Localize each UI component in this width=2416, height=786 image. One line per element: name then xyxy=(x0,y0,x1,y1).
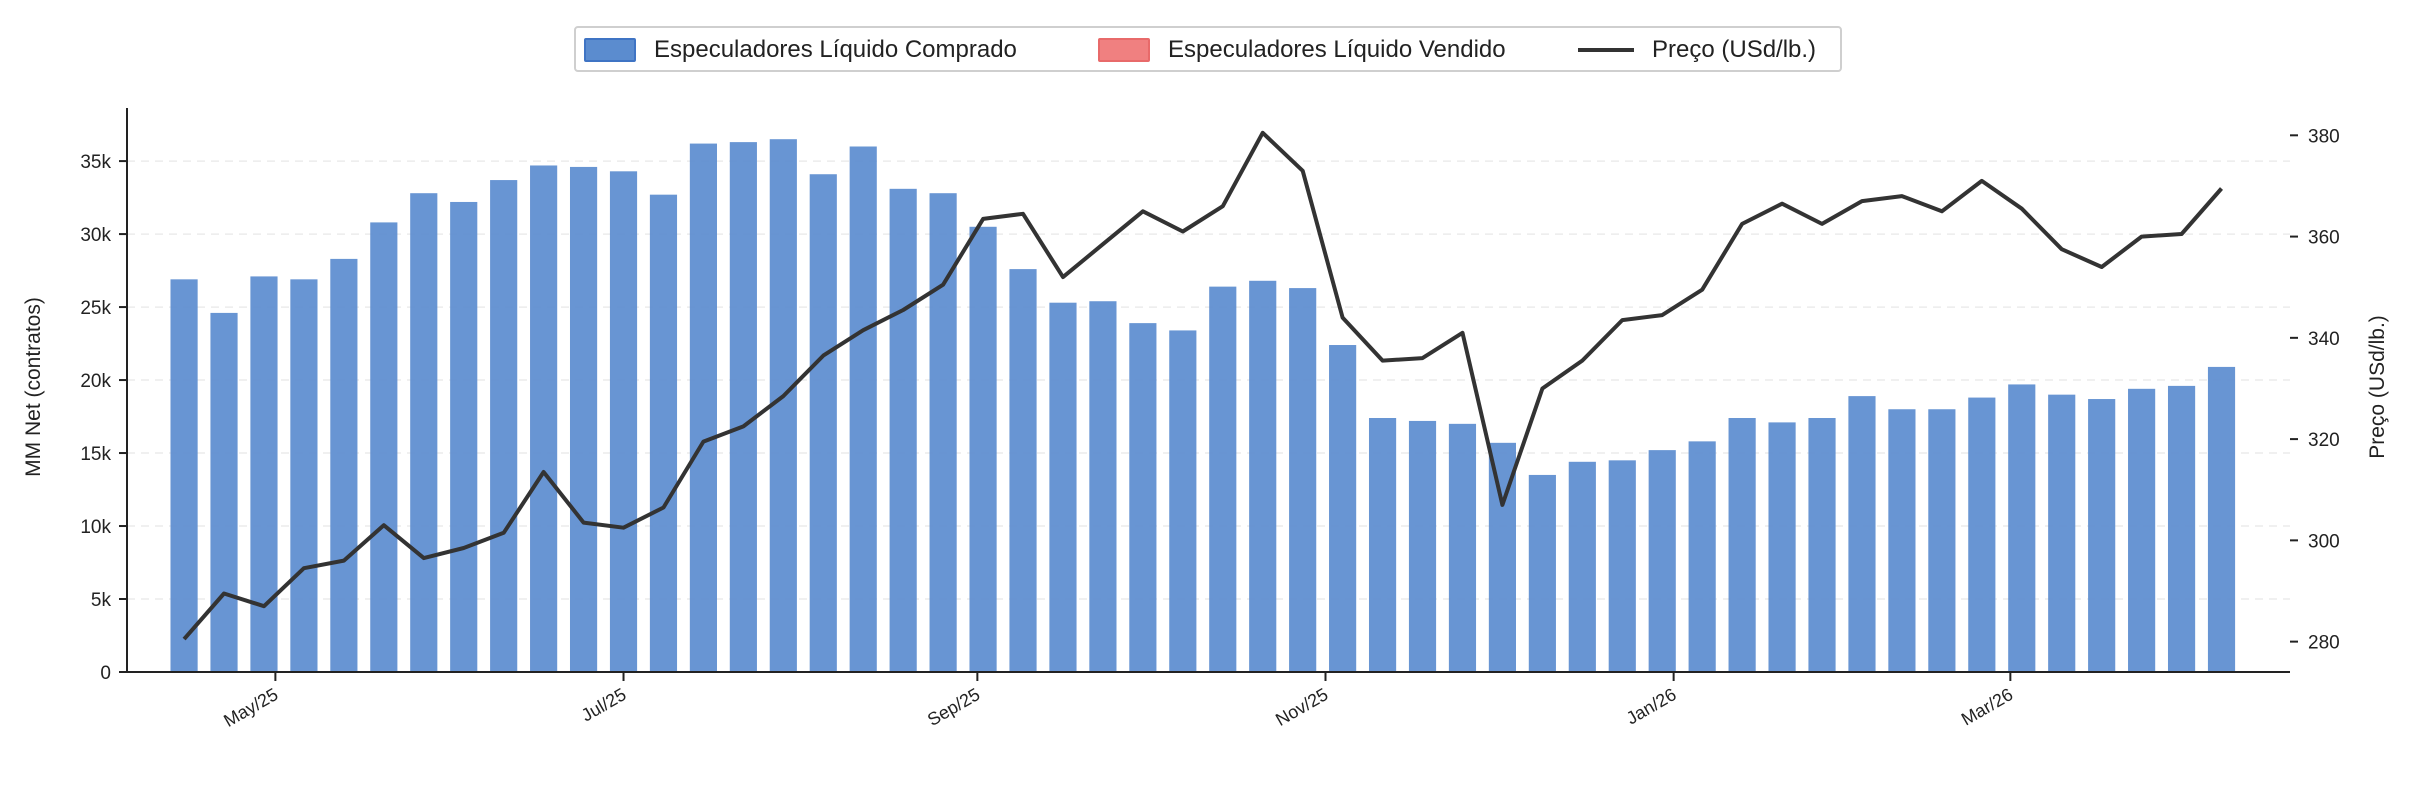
bar xyxy=(210,313,237,672)
bar xyxy=(450,202,477,672)
bar xyxy=(730,142,757,672)
bar xyxy=(1689,441,1716,672)
x-tick-label: Mar/26 xyxy=(1958,684,2017,729)
bar xyxy=(490,180,517,672)
bar xyxy=(969,227,996,672)
bar xyxy=(2088,399,2115,672)
legend-item-comprado: Especuladores Líquido Comprado xyxy=(584,36,1017,64)
bar xyxy=(250,276,277,672)
bar xyxy=(1129,323,1156,672)
bar xyxy=(1409,421,1436,672)
bar xyxy=(690,144,717,672)
bar xyxy=(1928,409,1955,672)
bar xyxy=(2168,386,2195,672)
bar xyxy=(810,174,837,672)
bar xyxy=(930,193,957,672)
y-left-tick-label: 0 xyxy=(100,663,111,684)
legend-label-comprado: Especuladores Líquido Comprado xyxy=(654,36,1017,64)
x-tick-label: Jan/26 xyxy=(1623,684,1680,728)
bar xyxy=(1329,345,1356,672)
y-axis-left-label: MM Net (contratos) xyxy=(22,297,45,477)
y-right-tick-label: 380 xyxy=(2308,126,2340,147)
y-right-tick-label: 360 xyxy=(2308,228,2340,249)
bar xyxy=(1729,418,1756,672)
y-right-tick-label: 300 xyxy=(2308,531,2340,552)
legend-swatch-comprado xyxy=(584,38,636,62)
line-series-preco xyxy=(184,133,2222,640)
bar xyxy=(330,259,357,672)
bar xyxy=(650,195,677,672)
legend: Especuladores Líquido Comprado Especulad… xyxy=(574,26,1842,72)
x-tick-label: May/25 xyxy=(220,684,281,731)
bar xyxy=(1169,330,1196,672)
bar xyxy=(370,222,397,672)
bar xyxy=(1209,287,1236,672)
x-tick-label: Nov/25 xyxy=(1272,684,1331,730)
bar xyxy=(1049,303,1076,672)
y-right-tick-label: 280 xyxy=(2308,633,2340,654)
bar xyxy=(410,193,437,672)
bar xyxy=(890,189,917,672)
x-tick-label: Jul/25 xyxy=(578,684,630,725)
bar xyxy=(1009,269,1036,672)
y-right-tick-label: 340 xyxy=(2308,329,2340,350)
y-left-tick-label: 15k xyxy=(80,444,111,465)
legend-item-vendido: Especuladores Líquido Vendido xyxy=(1098,36,1506,64)
bar xyxy=(1649,450,1676,672)
bar xyxy=(1968,398,1995,672)
y-axis-right-label: Preço (USd/lb.) xyxy=(2366,315,2389,459)
bar xyxy=(1529,475,1556,672)
legend-item-preco: Preço (USd/lb.) xyxy=(1578,36,1816,64)
bar xyxy=(1808,418,1835,672)
y-left-tick-label: 10k xyxy=(80,517,111,538)
bar xyxy=(170,279,197,672)
bar xyxy=(2208,367,2235,672)
bar xyxy=(1449,424,1476,672)
y-left-tick-label: 35k xyxy=(80,152,111,173)
legend-label-vendido: Especuladores Líquido Vendido xyxy=(1168,36,1506,64)
bar xyxy=(850,146,877,672)
bar xyxy=(570,167,597,672)
y-left-tick-label: 25k xyxy=(80,298,111,319)
bar xyxy=(1888,409,1915,672)
bar xyxy=(290,279,317,672)
bar xyxy=(2128,389,2155,672)
bar xyxy=(1089,301,1116,672)
y-left-tick-label: 20k xyxy=(80,371,111,392)
y-right-tick-label: 320 xyxy=(2308,430,2340,451)
bar xyxy=(2048,395,2075,672)
bar xyxy=(1848,396,1875,672)
x-tick-label: Sep/25 xyxy=(924,684,983,730)
bar xyxy=(1569,462,1596,672)
bar xyxy=(2008,384,2035,672)
legend-label-preco: Preço (USd/lb.) xyxy=(1652,36,1816,64)
legend-line-preco xyxy=(1578,48,1634,52)
bar xyxy=(1768,422,1795,672)
bar xyxy=(1369,418,1396,672)
bar xyxy=(1609,460,1636,672)
bar xyxy=(610,171,637,672)
y-left-tick-label: 30k xyxy=(80,225,111,246)
bar xyxy=(530,165,557,672)
y-left-tick-label: 5k xyxy=(91,590,112,611)
legend-swatch-vendido xyxy=(1098,38,1150,62)
bar xyxy=(1289,288,1316,672)
bar xyxy=(1249,281,1276,672)
price-line xyxy=(184,133,2221,639)
